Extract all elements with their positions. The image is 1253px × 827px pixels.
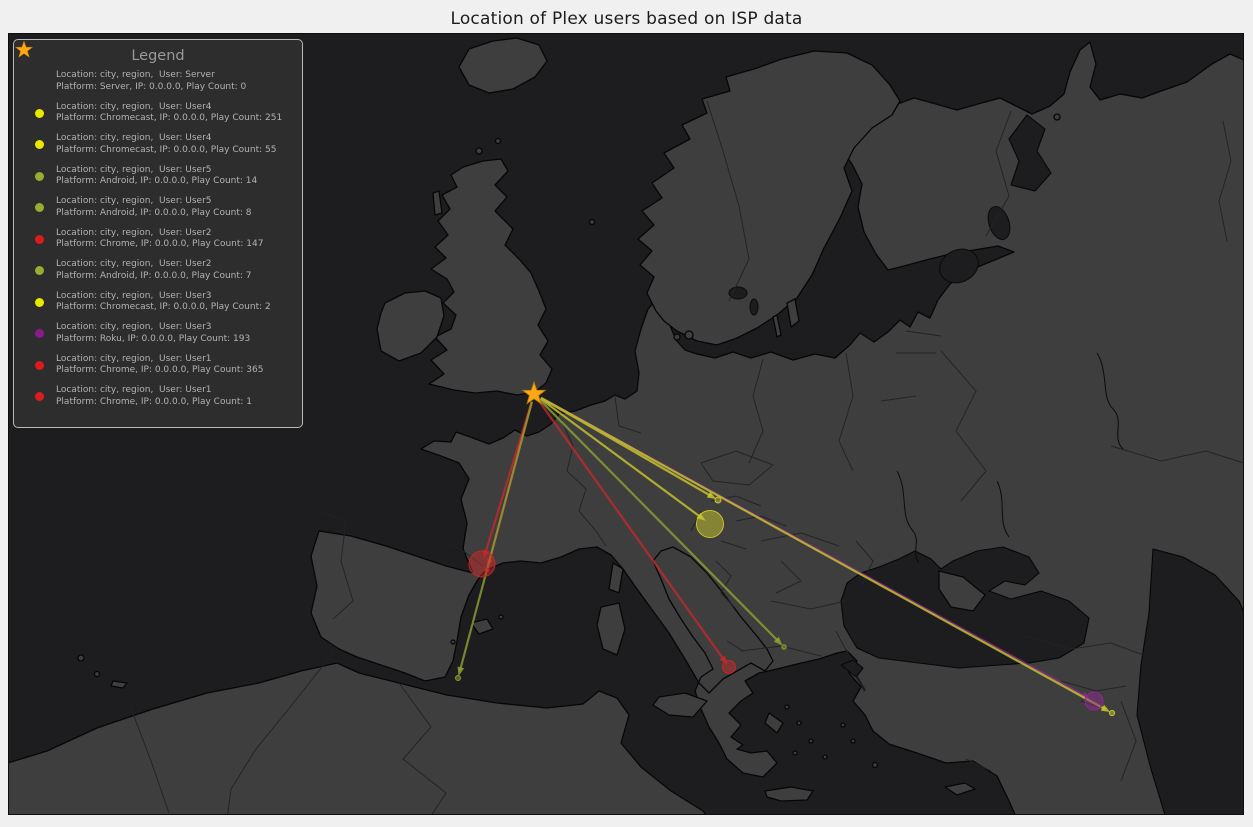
legend-item: Location: city, region, User: User2 Platf…	[22, 259, 294, 282]
legend-item-text: Location: city, region, User: User2 Platf…	[56, 227, 264, 250]
legend-item-text: Location: city, region, User: User1 Platf…	[56, 385, 253, 407]
user-dot-icon	[22, 360, 56, 370]
figure-title: Location of Plex users based on ISP data	[450, 9, 803, 29]
legend-item: Location: city, region, User: User3 Platf…	[22, 322, 294, 345]
funen	[673, 333, 681, 341]
mallorca	[470, 618, 494, 635]
rhodes	[871, 761, 879, 769]
user-location-marker	[696, 510, 724, 538]
crimea	[938, 570, 986, 612]
euboea	[764, 712, 784, 734]
arrowhead	[773, 636, 783, 646]
connection-line	[538, 398, 780, 643]
oland	[772, 314, 782, 338]
gotland	[786, 298, 800, 328]
lake-ladoga	[939, 248, 979, 284]
iceland	[458, 37, 548, 94]
user-location-marker	[714, 496, 722, 504]
orkney	[475, 147, 483, 155]
legend-item: Location: city, region, User: User5 Platf…	[22, 165, 294, 188]
white-sea-island	[1053, 113, 1061, 121]
user-location-marker	[455, 675, 461, 681]
connection-line	[537, 399, 725, 661]
legend-item-text: Location: city, region, User: User1 Platf…	[56, 353, 264, 376]
legend-item-text: Location: city, region, User: User4 Platf…	[56, 101, 283, 124]
legend-item-text: Location: city, region, User: User5 Platf…	[56, 196, 252, 218]
white-sea	[1008, 114, 1052, 192]
north-africa	[9, 662, 707, 814]
legend-item: Location: city, region, User: Server Plat…	[14, 40, 294, 93]
user-location-marker	[1108, 709, 1116, 717]
ireland	[376, 290, 445, 362]
user-location-marker	[722, 660, 736, 674]
legend-item-text: Location: city, region, User: Server Plat…	[56, 70, 247, 92]
aegean-islands	[784, 704, 856, 760]
arrowhead	[1100, 704, 1111, 713]
legend-item-text: Location: city, region, User: User2 Platf…	[56, 259, 252, 281]
map-axes: Legend Location: city, region, User: Ser…	[8, 33, 1244, 815]
legend-item: Location: city, region, User: User1 Platf…	[22, 354, 294, 377]
server-star-marker	[521, 380, 547, 405]
connection-line	[540, 396, 1106, 711]
cyprus	[944, 782, 976, 796]
canary-madeira-islands	[77, 654, 128, 689]
sea-of-marmara	[840, 659, 864, 678]
hebrides	[432, 190, 443, 216]
user-location-marker	[781, 644, 787, 650]
user-dot-icon	[22, 329, 56, 338]
lake-onega	[987, 206, 1011, 240]
user-dot-icon	[22, 234, 56, 244]
ibiza	[450, 639, 456, 645]
legend-item-text: Location: city, region, User: User3 Platf…	[56, 290, 271, 313]
europe-map-svg	[9, 34, 1243, 814]
connection-line	[459, 401, 533, 671]
lake-vattern	[749, 298, 759, 316]
user-dot-icon	[22, 266, 56, 275]
caspian-sea	[1136, 548, 1243, 814]
legend-item: Location: city, region, User: User3 Platf…	[22, 291, 294, 314]
bosphorus-strait	[842, 650, 867, 692]
connection-line	[539, 397, 702, 519]
legend-item: Location: city, region, User: User2 Platf…	[22, 228, 294, 251]
zealand	[684, 330, 694, 340]
user-dot-icon	[22, 171, 56, 181]
shetland	[494, 137, 502, 145]
user-dot-icon	[22, 203, 56, 212]
user-dot-icon	[22, 108, 56, 118]
legend-item: Location: city, region, User: User5 Platf…	[22, 196, 294, 219]
faroe	[588, 218, 596, 226]
arrowhead	[457, 666, 465, 677]
menorca	[498, 614, 504, 620]
user-connections-overlay	[455, 380, 1116, 717]
user-dot-icon	[22, 392, 56, 401]
user-dot-icon	[22, 297, 56, 307]
great-britain	[428, 158, 553, 396]
legend-rows: Location: city, region, User: Server Plat…	[14, 40, 294, 408]
crete	[764, 786, 814, 802]
user-location-marker	[1084, 691, 1104, 711]
legend-item-text: Location: city, region, User: User4 Platf…	[56, 133, 277, 155]
sardinia	[596, 602, 626, 656]
user-location-marker	[468, 550, 496, 578]
legend-item: Location: city, region, User: User1 Platf…	[22, 385, 294, 408]
arrowhead	[706, 491, 717, 500]
legend-item: Location: city, region, User: User4 Platf…	[22, 102, 294, 125]
lake-vanern	[728, 286, 748, 300]
user-dot-icon	[22, 140, 56, 149]
rivers	[896, 352, 1124, 564]
country-borders	[128, 100, 1243, 814]
corsica	[608, 562, 624, 594]
connection-line	[484, 401, 533, 554]
legend-item-text: Location: city, region, User: User5 Platf…	[56, 164, 258, 187]
legend: Legend Location: city, region, User: Ser…	[13, 39, 303, 428]
legend-title: Legend	[131, 48, 185, 64]
legend-item: Location: city, region, User: User4 Platf…	[22, 133, 294, 156]
legend-item-text: Location: city, region, User: User3 Platf…	[56, 322, 251, 344]
sicily	[652, 692, 708, 718]
user-location-marker	[484, 567, 490, 573]
